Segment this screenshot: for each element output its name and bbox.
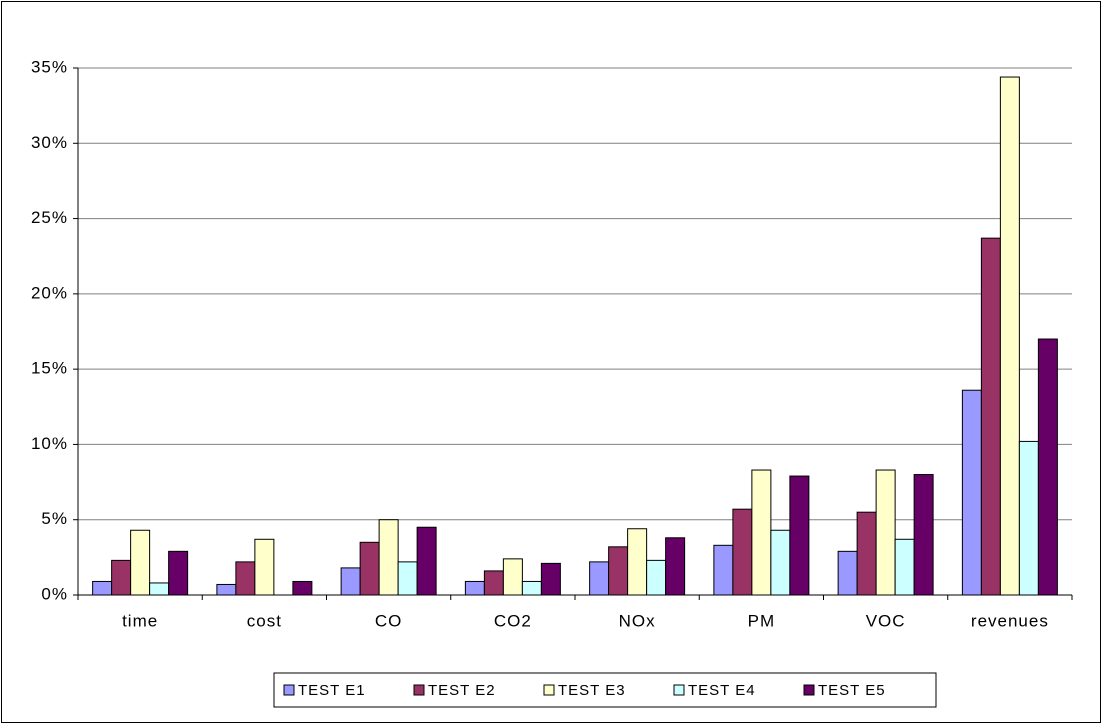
y-tick-label: 5%	[41, 509, 68, 528]
legend: TEST E1 TEST E2 TEST E3 TEST E4 TEST E5	[273, 672, 937, 708]
bar	[1018, 440, 1039, 596]
legend-label: TEST E3	[558, 682, 626, 699]
bar	[646, 559, 667, 596]
bar	[149, 582, 170, 596]
bar	[235, 561, 256, 596]
legend-swatch	[803, 684, 815, 696]
y-tick-label: 30%	[31, 133, 68, 152]
bar	[521, 580, 542, 596]
bar	[397, 561, 418, 596]
legend-label: TEST E5	[818, 682, 886, 699]
bar	[216, 583, 237, 596]
bar	[130, 529, 151, 596]
legend-swatch	[283, 684, 295, 696]
bar	[999, 76, 1020, 596]
bar	[627, 528, 648, 596]
x-tick-label: NOx	[619, 611, 656, 630]
x-tick-label: time	[122, 611, 158, 630]
x-tick-label: cost	[247, 611, 282, 630]
bar	[875, 469, 896, 596]
bar	[1037, 338, 1058, 596]
y-tick-label: 20%	[31, 283, 68, 302]
bar	[770, 529, 791, 596]
bar	[713, 544, 734, 596]
bar	[837, 550, 858, 596]
bar	[254, 538, 275, 596]
bar	[540, 562, 561, 596]
y-tick-label: 35%	[31, 57, 68, 76]
bar	[168, 550, 189, 596]
bar	[665, 537, 686, 596]
bar	[789, 475, 810, 596]
legend-box	[273, 672, 937, 708]
bar	[340, 567, 361, 596]
bar	[292, 580, 313, 596]
x-tick-label: revenues	[971, 611, 1049, 630]
bar	[416, 526, 437, 596]
y-tick-label: 25%	[31, 208, 68, 227]
y-tick-label: 0%	[41, 584, 68, 603]
bar	[359, 541, 380, 596]
bar	[856, 511, 877, 596]
bar	[913, 474, 934, 596]
bar	[608, 546, 629, 596]
x-tick-label: CO	[375, 611, 403, 630]
legend-swatch	[413, 684, 425, 696]
bar	[751, 469, 772, 596]
bar	[92, 580, 113, 596]
bar	[502, 558, 523, 596]
x-tick-label: VOC	[866, 611, 906, 630]
bar	[732, 508, 753, 596]
bar	[111, 559, 132, 596]
bar	[961, 389, 982, 596]
x-tick-label: CO2	[494, 611, 532, 630]
bar	[483, 570, 504, 596]
bar	[464, 580, 485, 596]
legend-swatch	[673, 684, 685, 696]
y-tick-label: 10%	[31, 434, 68, 453]
legend-label: TEST E4	[688, 682, 756, 699]
legend-label: TEST E2	[428, 682, 496, 699]
bar	[980, 237, 1001, 596]
x-tick-label: PM	[748, 611, 776, 630]
legend-label: TEST E1	[298, 682, 366, 699]
bar	[894, 538, 915, 596]
bar	[589, 561, 610, 596]
y-tick-label: 15%	[31, 359, 68, 378]
legend-swatch	[543, 684, 555, 696]
bar	[378, 519, 399, 596]
